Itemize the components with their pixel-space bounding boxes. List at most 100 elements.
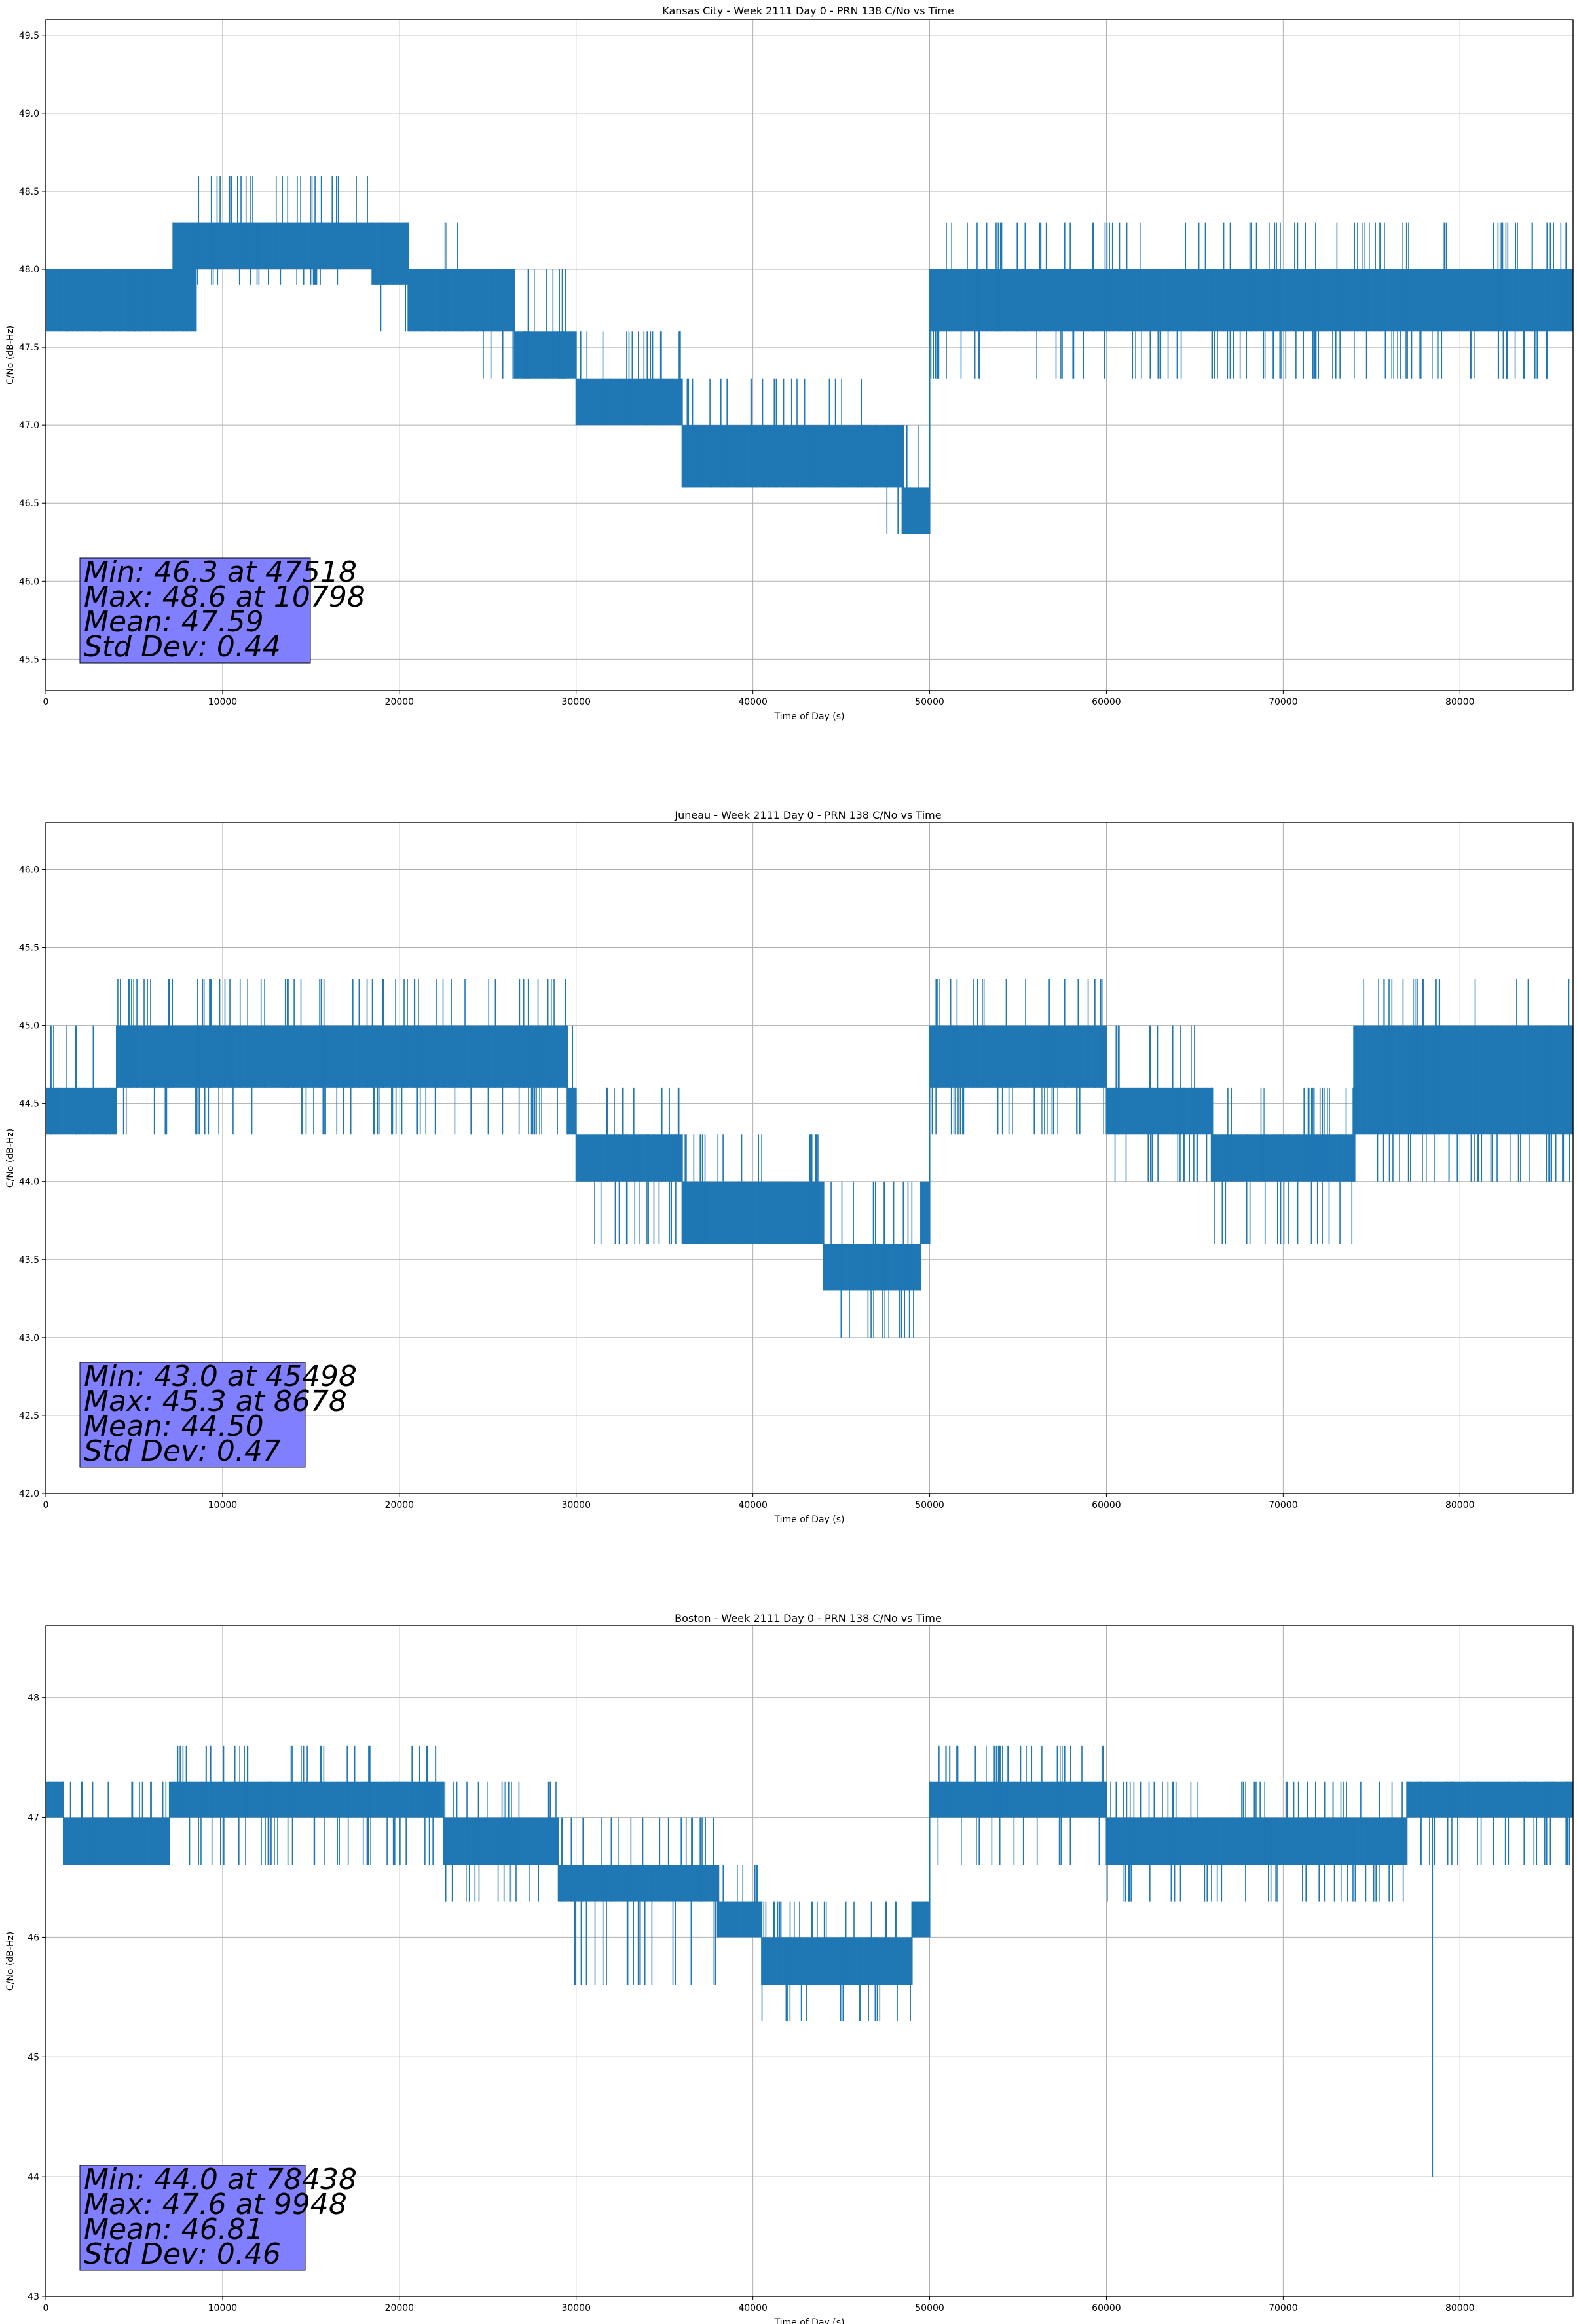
- x-tick-label: 10000: [208, 2303, 238, 2314]
- x-tick-label: 0: [43, 697, 49, 707]
- signal-band: [1407, 1781, 1573, 1818]
- signal-band: [373, 222, 409, 285]
- x-tick-label: 80000: [1445, 697, 1475, 707]
- x-tick-label: 10000: [208, 1500, 238, 1510]
- x-tick-label: 30000: [561, 1500, 591, 1510]
- stat-mean: Mean: 44.50: [84, 1410, 264, 1443]
- y-tick-label: 44.0: [19, 1177, 39, 1188]
- x-tick-label: 50000: [915, 697, 944, 707]
- x-tick-label: 80000: [1445, 1500, 1475, 1510]
- x-tick-label: 20000: [385, 697, 415, 707]
- x-tick-label: 70000: [1269, 1500, 1298, 1510]
- y-ticks: 43 44 45 46 47 48: [28, 1693, 46, 2302]
- signal-band: [461, 269, 515, 332]
- x-ticks: 0 10000 20000 30000 40000 50000 60000 70000 8000…: [43, 690, 1475, 707]
- cno-series: [46, 176, 1573, 534]
- x-tick-label: 70000: [1269, 697, 1298, 707]
- signal-band: [173, 222, 196, 332]
- x-tick-label: 0: [43, 2303, 49, 2314]
- y-tick-label: 45.5: [19, 654, 39, 665]
- plot-frame: [45, 822, 1574, 1494]
- plot-frame: [45, 19, 1574, 691]
- y-tick-label: 47: [28, 1813, 39, 1824]
- stat-min: Min: 46.3 at 47518: [84, 555, 357, 589]
- x-tick-label: 40000: [738, 1500, 768, 1510]
- plot-frame: [45, 1625, 1574, 2297]
- signal-band: [46, 269, 174, 332]
- x-tick-label: 50000: [915, 2303, 944, 2314]
- stat-max: Max: 45.3 at 8678: [84, 1385, 347, 1418]
- stat-std: Std Dev: 0.44: [84, 630, 281, 664]
- y-tick-label: 43: [28, 2292, 39, 2302]
- chart-title: Kansas City - Week 2111 Day 0 - PRN 138 …: [662, 5, 954, 17]
- y-tick-label: 47.0: [19, 421, 39, 431]
- y-tick-label: 46.0: [19, 865, 39, 875]
- x-ticks: 0 10000 20000 30000 40000 50000 60000 70000 8000…: [43, 1493, 1475, 1510]
- x-tick-label: 10000: [208, 697, 238, 707]
- signal-band: [567, 1087, 576, 1135]
- signal-band: [823, 1243, 921, 1291]
- signal-band: [717, 1901, 762, 1938]
- x-tick-label: 20000: [385, 1500, 415, 1510]
- signal-band: [929, 1781, 1107, 1818]
- y-tick-label: 45.5: [19, 943, 39, 954]
- stat-std: Std Dev: 0.46: [84, 2238, 281, 2271]
- cno-series: [46, 1745, 1573, 2177]
- boston-panel: Boston - Week 2111 Day 0 - PRN 138 C/No …: [5, 1612, 1574, 2324]
- signal-band: [1106, 1817, 1407, 1865]
- x-tick-label: 0: [43, 1500, 49, 1510]
- signal-band: [876, 425, 904, 488]
- y-tick-label: 48.0: [19, 265, 39, 275]
- signal-band: [169, 1781, 444, 1818]
- y-tick-label: 46.5: [19, 498, 39, 509]
- x-tick-label: 70000: [1269, 2303, 1298, 2314]
- y-tick-label: 46: [28, 1932, 39, 1943]
- x-tick-label: 50000: [915, 1500, 944, 1510]
- signal-band: [921, 1181, 930, 1244]
- signal-band: [1212, 1134, 1354, 1182]
- x-ticks: 0 10000 20000 30000 40000 50000 60000 70000 8000…: [43, 2296, 1475, 2314]
- y-tick-label: 45: [28, 2052, 39, 2063]
- x-axis-label: Time of Day (s): [774, 2317, 845, 2324]
- x-tick-label: 60000: [1092, 697, 1121, 707]
- stat-mean: Mean: 46.81: [84, 2213, 264, 2246]
- y-tick-label: 42.5: [19, 1411, 39, 1421]
- stats-box: Min: 44.0 at 78438 Max: 47.6 at 9948 Mea…: [79, 2163, 357, 2271]
- y-ticks: 42.0 42.5 43.0 43.5 44.0 44.5 45.0 45.5 46.0: [19, 865, 46, 1499]
- y-tick-label: 47.5: [19, 343, 39, 353]
- y-tick-label: 43.0: [19, 1333, 39, 1343]
- juneau-panel: Juneau - Week 2111 Day 0 - PRN 138 C/No …: [5, 809, 1574, 1525]
- cno-series: [46, 979, 1573, 1338]
- y-axis-label: C/No (dB-Hz): [5, 326, 16, 384]
- y-tick-label: 44: [28, 2172, 39, 2183]
- signal-band: [682, 425, 877, 488]
- x-tick-label: 30000: [561, 697, 591, 707]
- signal-band: [762, 1937, 912, 1985]
- signal-band: [576, 1134, 682, 1182]
- x-tick-label: 60000: [1092, 1500, 1121, 1510]
- y-axis-label: C/No (dB-Hz): [5, 1932, 16, 1991]
- x-tick-label: 40000: [738, 2303, 768, 2314]
- x-tick-label: 60000: [1092, 2303, 1121, 2314]
- y-axis-label: C/No (dB-Hz): [5, 1129, 16, 1188]
- stats-box: Min: 43.0 at 45498 Max: 45.3 at 8678 Mea…: [79, 1360, 357, 1468]
- stat-max: Max: 47.6 at 9948: [84, 2188, 347, 2221]
- chart-title: Boston - Week 2111 Day 0 - PRN 138 C/No …: [675, 1612, 942, 1624]
- y-tick-label: 42.0: [19, 1489, 39, 1499]
- y-tick-label: 48: [28, 1693, 39, 1704]
- y-tick-label: 45.0: [19, 1021, 39, 1032]
- y-tick-label: 43.5: [19, 1255, 39, 1265]
- kansas-city-panel: Kansas City - Week 2111 Day 0 - PRN 138 …: [5, 5, 1574, 722]
- stat-mean: Mean: 47.59: [84, 605, 264, 639]
- x-axis-label: Time of Day (s): [774, 711, 845, 722]
- signal-band: [408, 269, 462, 332]
- y-tick-label: 44.5: [19, 1099, 39, 1110]
- y-tick-label: 46.0: [19, 576, 39, 587]
- signal-band: [116, 1025, 568, 1088]
- x-axis-label: Time of Day (s): [774, 1514, 845, 1525]
- x-tick-label: 40000: [738, 697, 768, 707]
- stat-max: Max: 48.6 at 10798: [84, 580, 365, 614]
- stats-box: Min: 46.3 at 47518 Max: 48.6 at 10798 Me…: [79, 555, 365, 664]
- signal-band: [196, 222, 373, 270]
